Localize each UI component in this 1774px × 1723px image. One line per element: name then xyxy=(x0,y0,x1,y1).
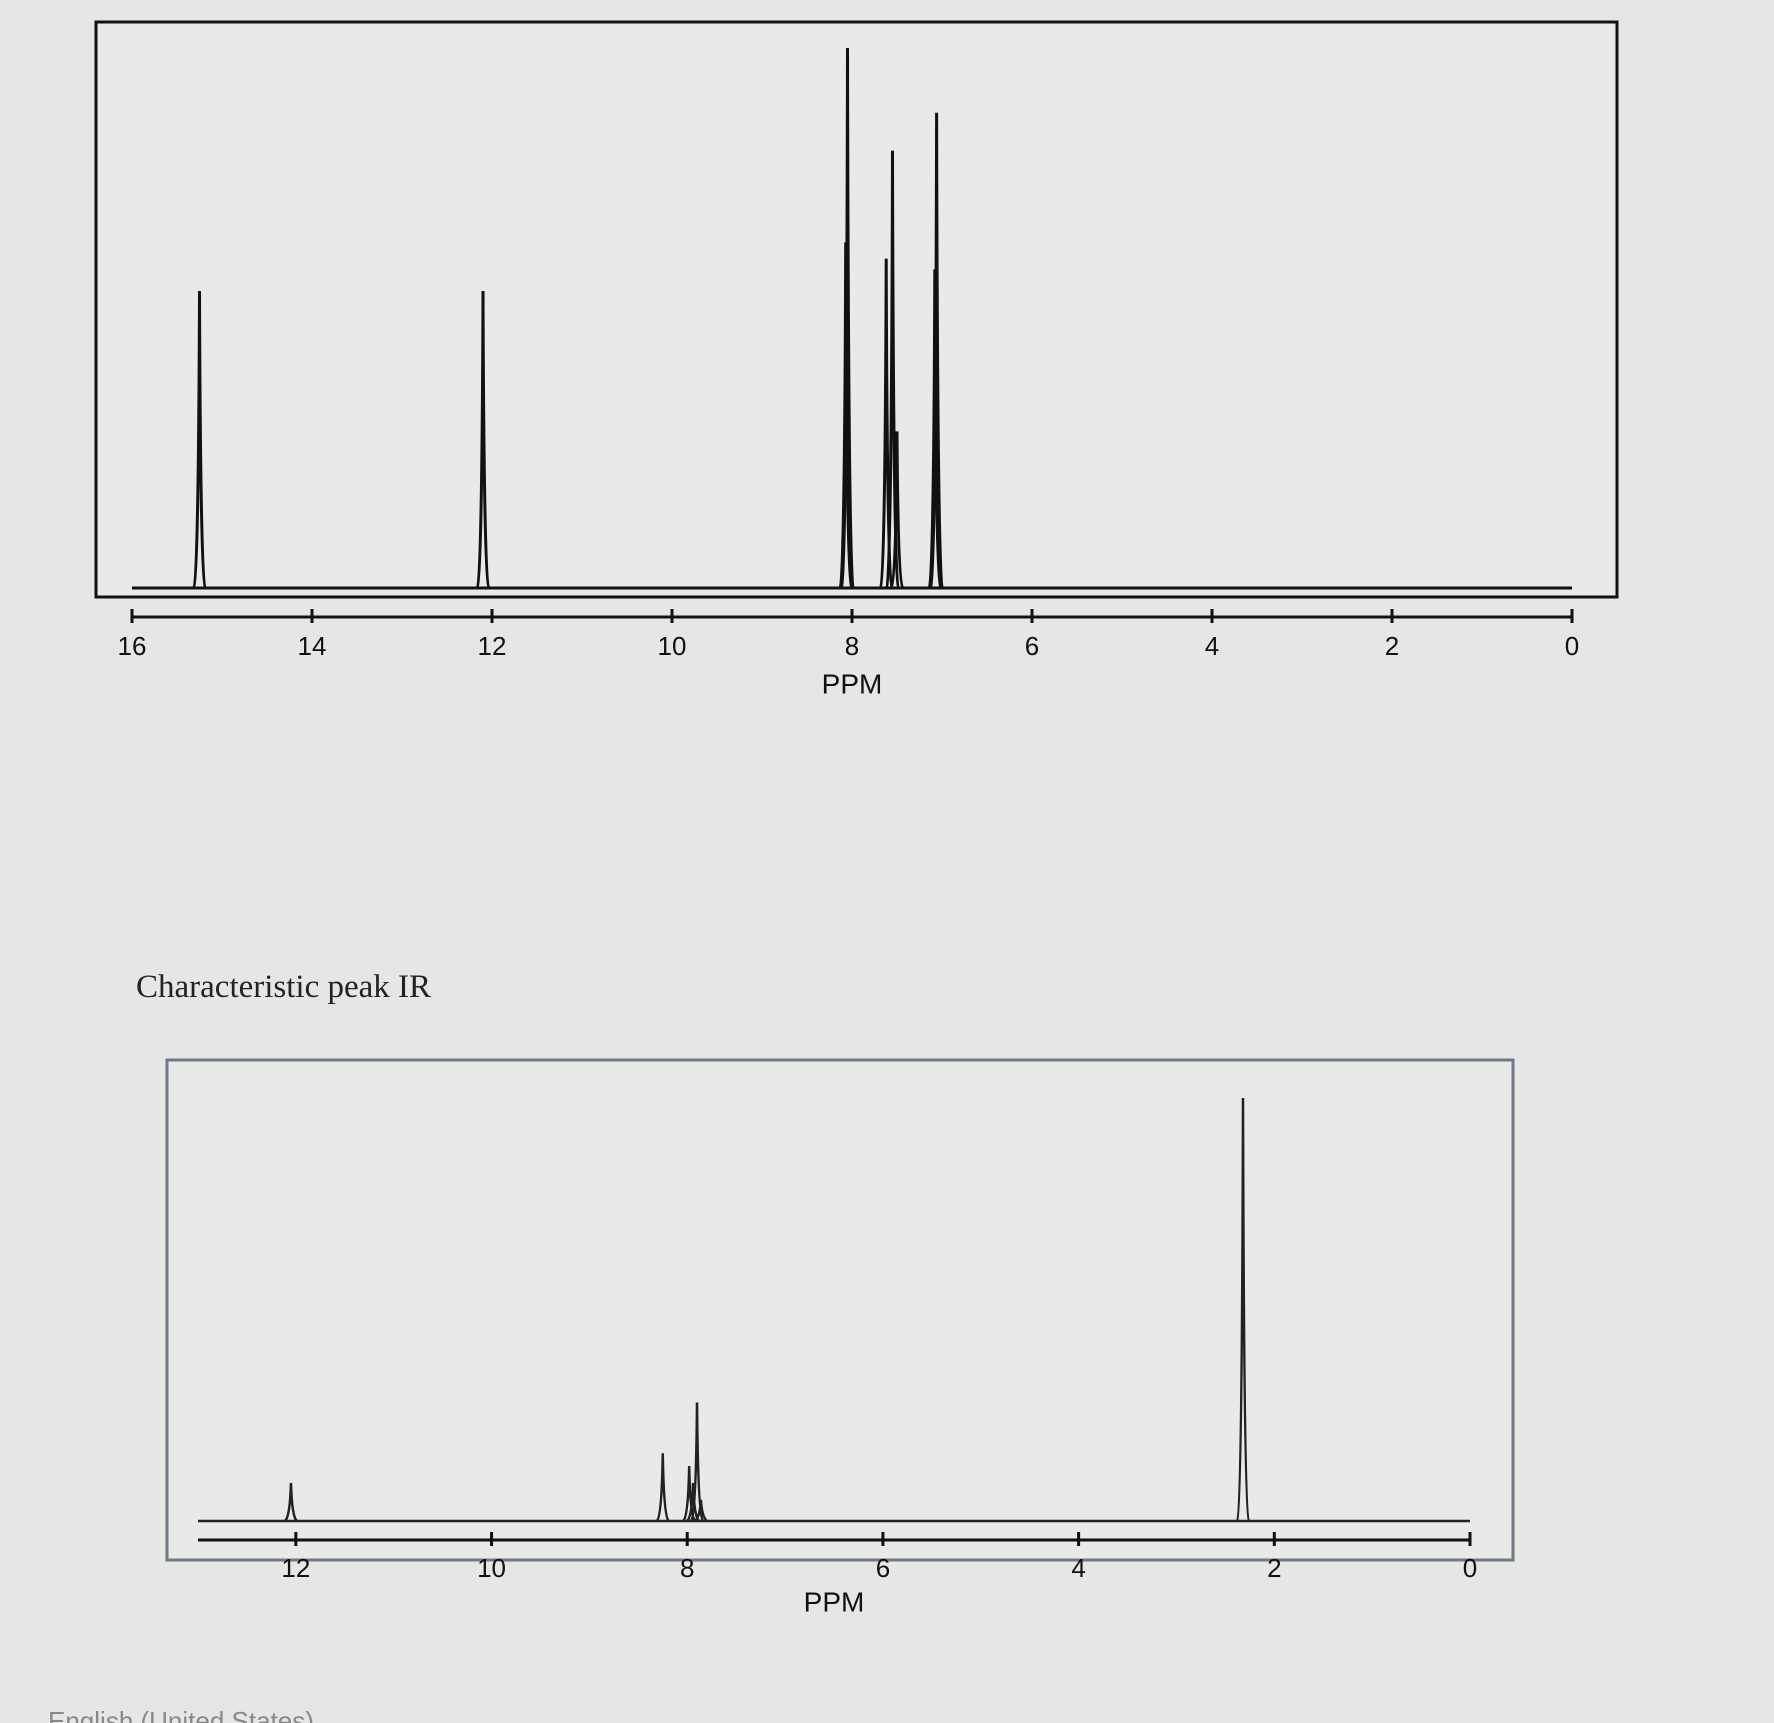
peak xyxy=(192,290,207,590)
x-tick-label: 10 xyxy=(658,631,687,661)
x-tick-label: 16 xyxy=(118,631,147,661)
caption: Characteristic peak IR xyxy=(136,969,431,1005)
peak xyxy=(889,431,905,590)
spectrum-frame xyxy=(94,20,1619,599)
peak xyxy=(929,112,945,590)
x-tick-label: 14 xyxy=(298,631,327,661)
peak xyxy=(475,290,491,590)
x-tick-label: 8 xyxy=(680,1553,694,1583)
x-tick-label: 8 xyxy=(845,631,859,661)
x-tick-label: 2 xyxy=(1267,1553,1281,1583)
x-tick-label: 12 xyxy=(281,1553,310,1583)
x-axis-label: PPM xyxy=(804,1586,865,1617)
peak xyxy=(283,1482,298,1522)
x-tick-label: 6 xyxy=(1025,631,1039,661)
peak xyxy=(1235,1097,1251,1522)
x-tick-label: 0 xyxy=(1565,631,1579,661)
x-tick-label: 10 xyxy=(477,1553,506,1583)
peak xyxy=(694,1499,708,1522)
x-tick-label: 4 xyxy=(1071,1553,1085,1583)
x-tick-label: 2 xyxy=(1385,631,1399,661)
x-tick-label: 4 xyxy=(1205,631,1219,661)
footer-language: English (United States) xyxy=(48,1706,314,1723)
x-tick-label: 0 xyxy=(1463,1553,1477,1583)
spectrum-frame xyxy=(165,1058,1515,1562)
x-axis-label: PPM xyxy=(822,668,883,699)
peak xyxy=(655,1453,670,1522)
x-tick-label: 12 xyxy=(478,631,507,661)
x-tick-label: 6 xyxy=(876,1553,890,1583)
peak xyxy=(840,47,855,590)
peak xyxy=(686,1482,701,1522)
